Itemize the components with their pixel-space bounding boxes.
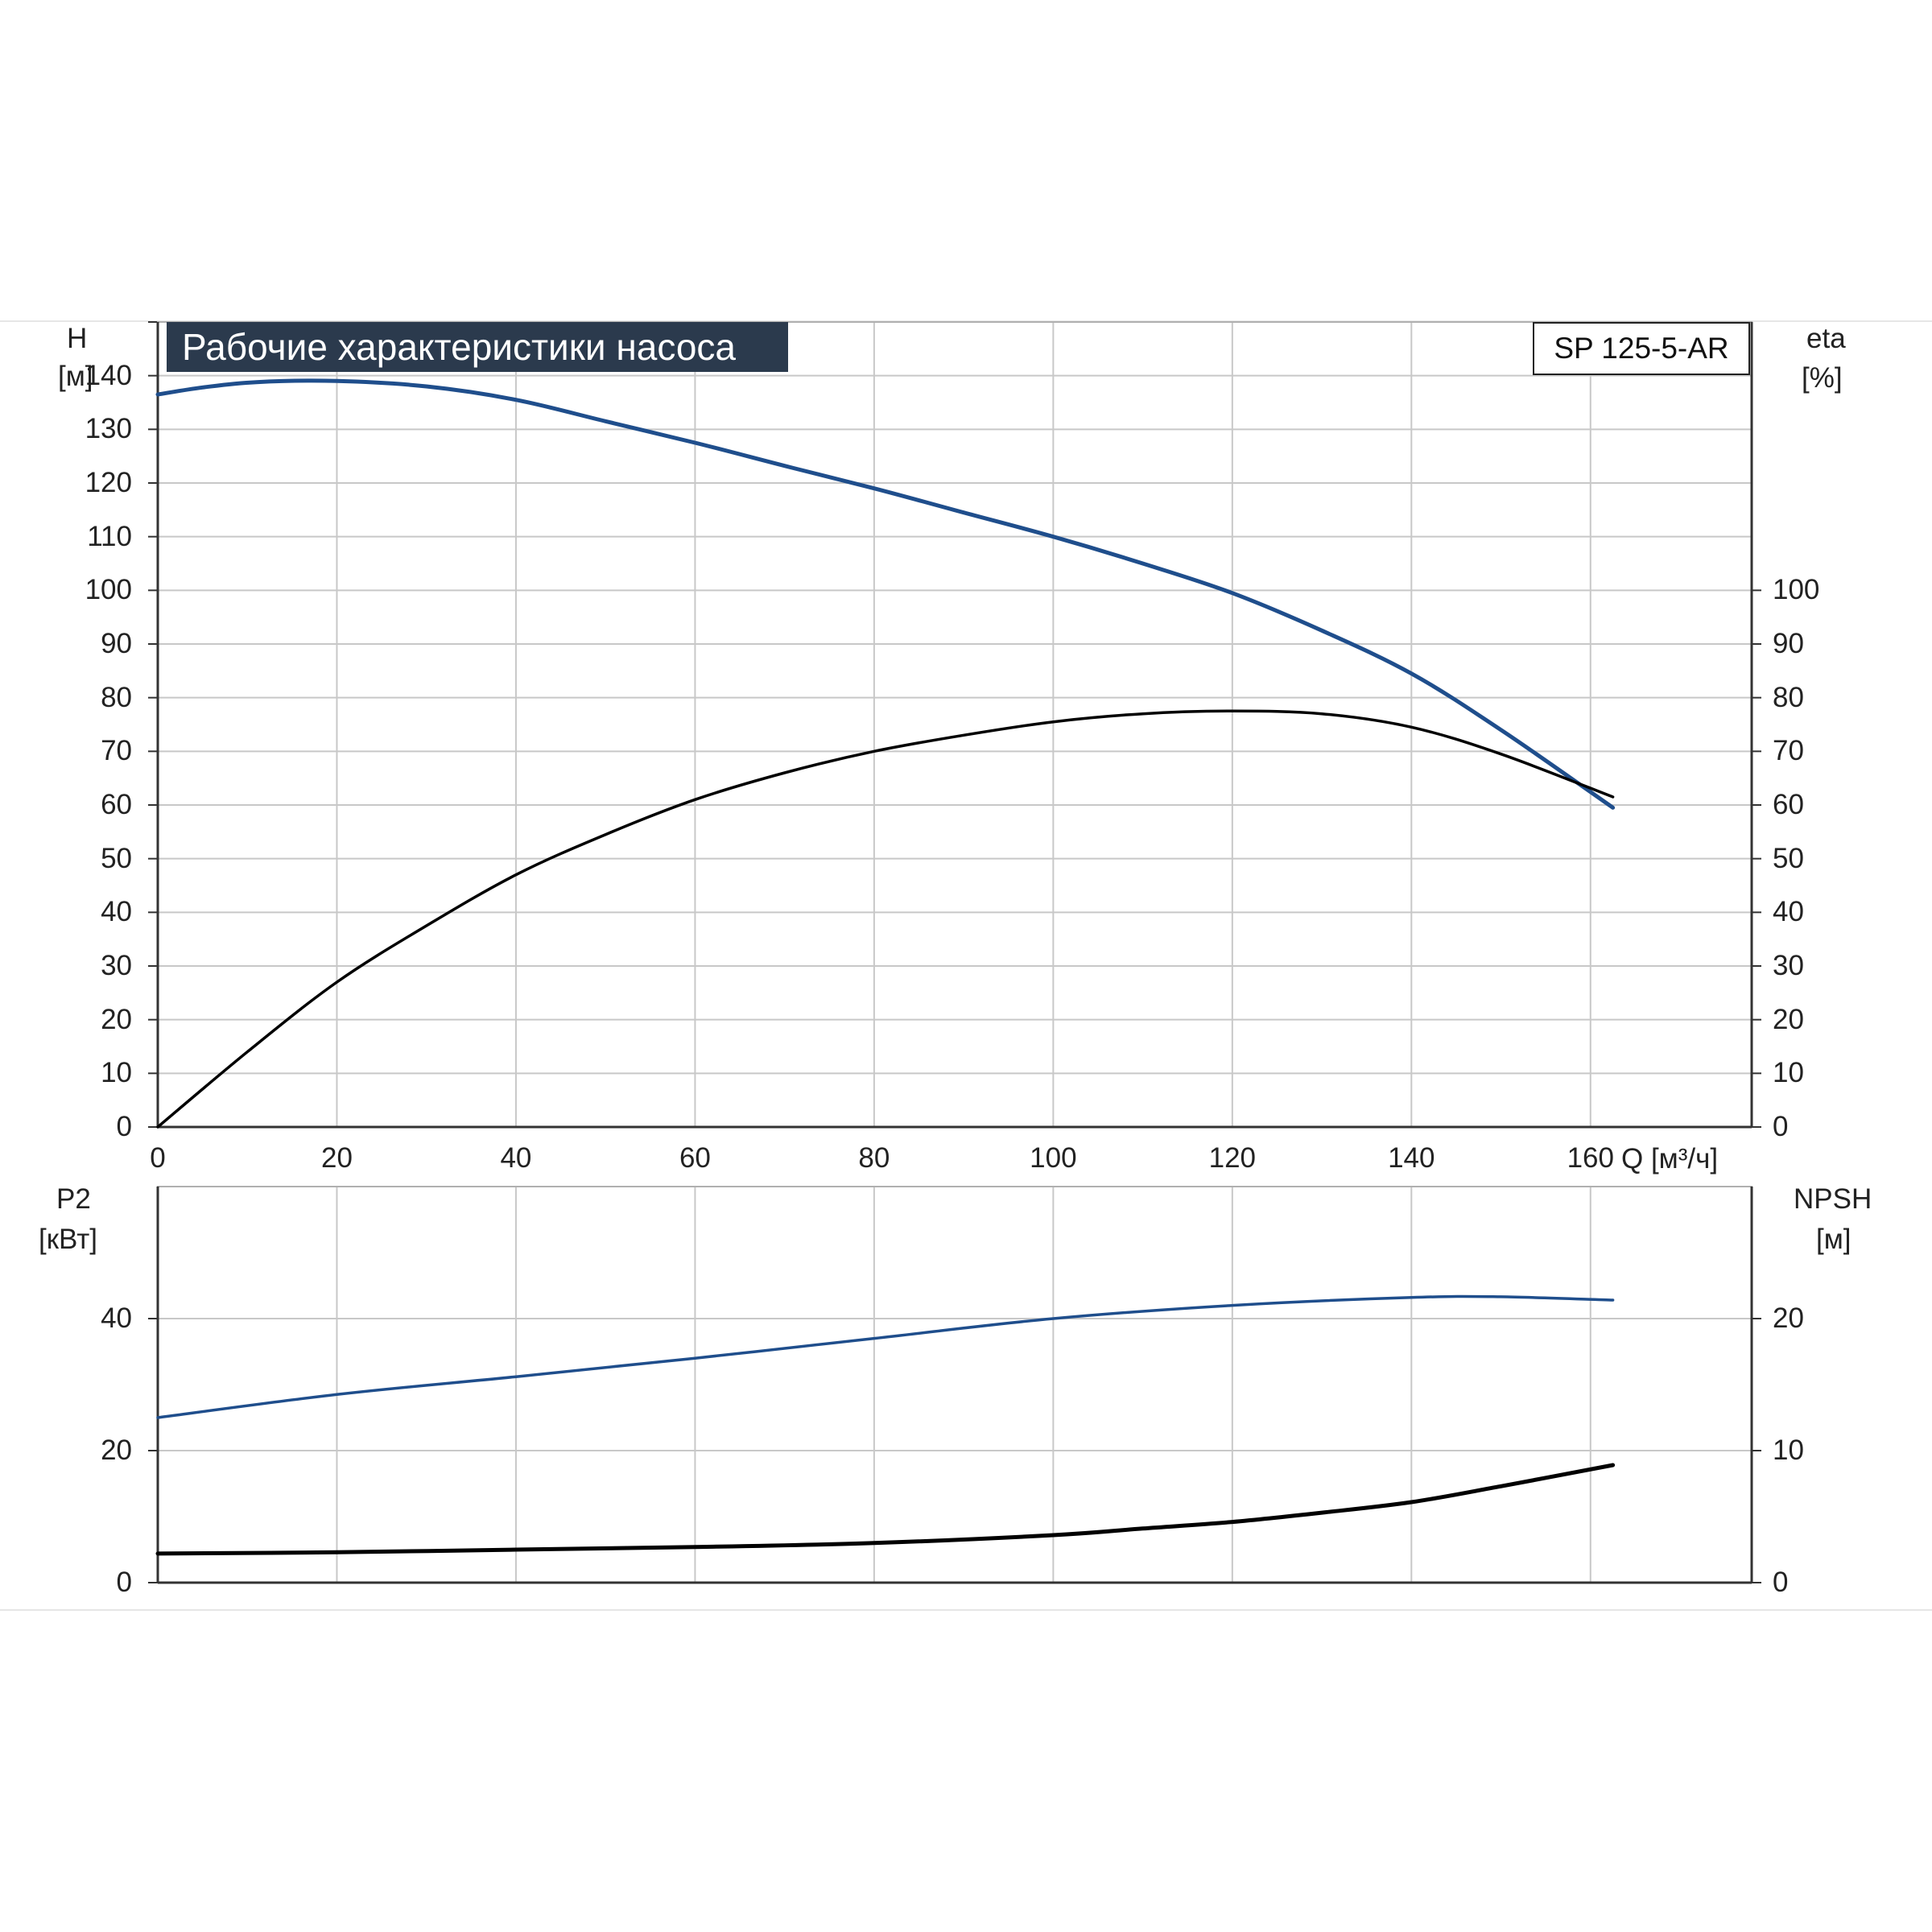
left-tick-label: 30 xyxy=(101,950,132,981)
right-tick-label: 10 xyxy=(1773,1435,1804,1466)
p2-axis-unit: [кВт] xyxy=(39,1224,97,1255)
x-tick-label: 140 xyxy=(1388,1142,1435,1174)
right-tick-label: 80 xyxy=(1773,681,1804,713)
x-tick-label: 160 xyxy=(1567,1142,1614,1174)
p2-axis-name: P2 xyxy=(56,1183,91,1215)
left-tick-label: 10 xyxy=(101,1057,132,1089)
x-tick-label: 80 xyxy=(858,1142,890,1174)
left-tick-label: 90 xyxy=(101,628,132,659)
right-tick-label: 0 xyxy=(1773,1567,1789,1598)
eta-axis-unit: [%] xyxy=(1802,362,1843,394)
bottom-separator xyxy=(0,1609,1932,1611)
x-tick-label: 20 xyxy=(321,1142,353,1174)
head-axis-name: H xyxy=(67,323,88,354)
left-tick-label: 70 xyxy=(101,735,132,767)
right-tick-label: 50 xyxy=(1773,842,1804,874)
left-tick-label: 80 xyxy=(101,681,132,713)
npsh-axis-name: NPSH xyxy=(1794,1183,1872,1215)
left-tick-label: 60 xyxy=(101,789,132,820)
npsh-axis-unit: [м] xyxy=(1816,1224,1852,1255)
head-axis-unit: [м] xyxy=(58,361,93,392)
left-tick-label: 50 xyxy=(101,842,132,874)
right-tick-label: 0 xyxy=(1773,1111,1789,1142)
left-tick-label: 110 xyxy=(87,520,132,552)
efficiency-curve xyxy=(156,709,1615,1129)
q-axis-label: Q [м³/ч] xyxy=(1621,1143,1719,1174)
power-curve xyxy=(156,1294,1615,1419)
x-tick-label: 60 xyxy=(679,1142,711,1174)
left-tick-label: 120 xyxy=(85,467,132,498)
right-tick-label: 70 xyxy=(1773,735,1804,767)
x-tick-label: 0 xyxy=(150,1142,166,1174)
chart-title: Рабочие характеристики насоса xyxy=(167,322,788,372)
right-tick-label: 10 xyxy=(1773,1057,1804,1089)
right-tick-label: 30 xyxy=(1773,950,1804,981)
model-label: SP 125-5-AR xyxy=(1533,322,1750,375)
plot-frame xyxy=(157,1186,1752,1583)
eta-axis-name: eta xyxy=(1806,323,1846,354)
right-tick-label: 100 xyxy=(1773,574,1820,606)
head-curve xyxy=(155,378,1616,810)
left-tick-label: 20 xyxy=(101,1435,132,1466)
left-tick-label: 20 xyxy=(101,1003,132,1035)
right-tick-label: 60 xyxy=(1773,789,1804,820)
left-tick-label: 40 xyxy=(101,1302,132,1334)
plot-frame xyxy=(157,321,1752,1128)
left-tick-label: 130 xyxy=(85,413,132,445)
x-tick-label: 40 xyxy=(500,1142,532,1174)
left-tick-label: 100 xyxy=(85,574,132,606)
x-tick-label: 100 xyxy=(1030,1142,1077,1174)
left-tick-label: 0 xyxy=(116,1111,132,1142)
left-tick-label: 40 xyxy=(101,896,132,928)
npsh-curve xyxy=(155,1463,1616,1556)
right-tick-label: 20 xyxy=(1773,1003,1804,1035)
x-tick-label: 120 xyxy=(1208,1142,1257,1174)
left-tick-label: 140 xyxy=(85,359,132,391)
right-tick-label: 40 xyxy=(1773,896,1804,928)
right-tick-label: 20 xyxy=(1773,1302,1804,1334)
right-tick-label: 90 xyxy=(1773,628,1804,659)
left-tick-label: 0 xyxy=(116,1567,132,1598)
